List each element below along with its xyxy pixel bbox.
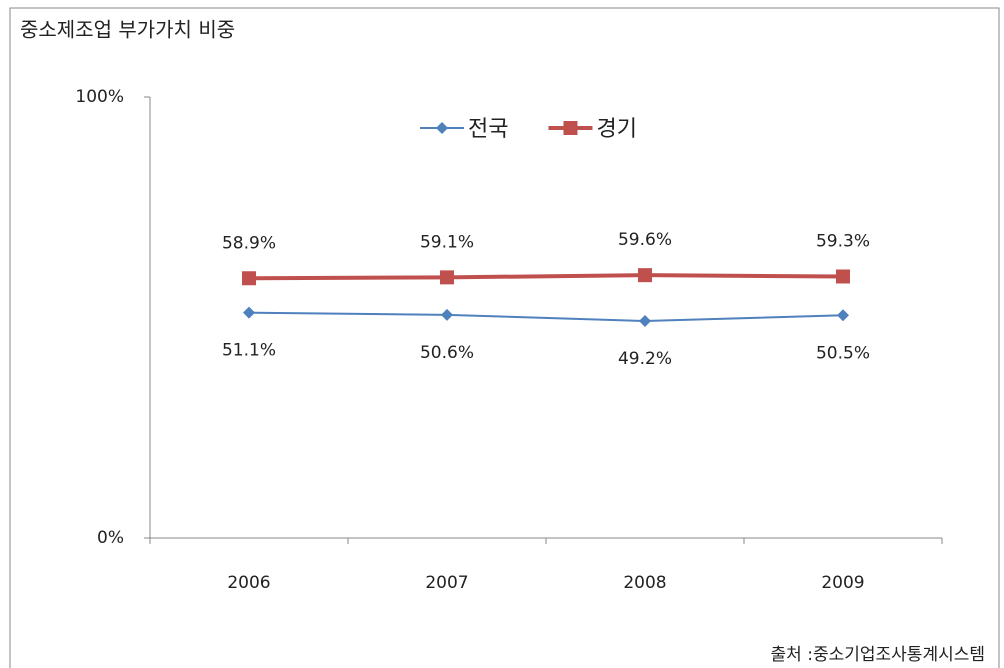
data-label: 58.9% [222,233,276,253]
marker [440,270,454,285]
marker [639,315,651,328]
data-label: 51.1% [222,341,276,361]
marker [836,269,850,284]
y-tick-label: 100% [75,87,124,107]
x-tick-label: 2007 [425,573,468,593]
marker [242,271,256,286]
data-label: 50.5% [816,343,870,363]
data-label: 59.3% [816,231,870,251]
data-label: 50.6% [420,343,474,363]
legend-label: 전국 [468,117,508,142]
marker [243,306,255,319]
marker [563,121,578,135]
x-tick-label: 2008 [623,573,666,593]
series-line [248,311,844,323]
marker [441,308,453,321]
marker [436,122,448,134]
series-line [248,273,844,281]
x-tick-label: 2009 [821,573,864,593]
marker [638,268,652,283]
data-label: 59.6% [618,230,672,250]
frame [9,7,1000,668]
legend-label: 경기 [596,117,636,142]
marker [837,309,849,322]
data-label: 59.1% [420,232,474,252]
x-tick-label: 2006 [227,573,270,593]
chart-title: 중소제조업 부가가치 비중 [20,18,235,42]
data-label: 49.2% [618,349,672,369]
source-note: 출처 :중소기업조사통계시스템 [771,645,985,665]
y-tick-label: 0% [97,528,124,548]
